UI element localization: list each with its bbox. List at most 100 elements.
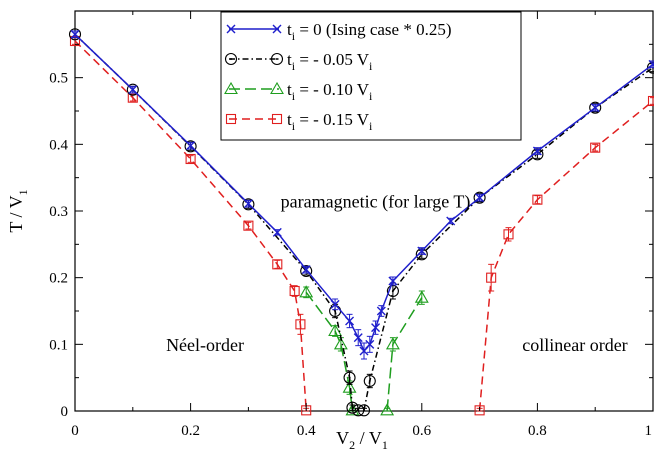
marker-circle bbox=[589, 101, 602, 114]
marker-square bbox=[503, 229, 514, 240]
legend-label-t: t bbox=[287, 50, 292, 69]
data-point bbox=[648, 59, 654, 69]
marker-triangle bbox=[414, 290, 429, 303]
series-0 bbox=[70, 29, 654, 360]
marker-circle bbox=[68, 28, 82, 41]
marker-triangle bbox=[270, 81, 284, 95]
data-point bbox=[343, 371, 356, 384]
data-point bbox=[385, 337, 400, 350]
legend-label-rest: = - 0.15 V bbox=[295, 110, 370, 129]
y-tick-label: 0 bbox=[61, 404, 69, 420]
data-point bbox=[342, 380, 357, 393]
legend-label-vsub: i bbox=[369, 89, 373, 103]
marker-x bbox=[243, 199, 253, 209]
x-axis-label-sub2: 1 bbox=[382, 438, 388, 452]
data-point bbox=[272, 259, 283, 270]
marker-square bbox=[271, 113, 283, 125]
marker-x bbox=[532, 146, 542, 156]
data-point bbox=[243, 199, 253, 209]
marker-triangle bbox=[342, 380, 357, 393]
x-axis-label: V2 / V1 bbox=[336, 428, 388, 452]
legend-label: ti = - 0.15 Vi bbox=[287, 110, 373, 133]
data-point bbox=[414, 290, 429, 303]
y-tick-label: 0.4 bbox=[49, 137, 68, 153]
x-tick-label: 0.2 bbox=[181, 423, 200, 439]
legend-label-vsub: i bbox=[369, 59, 373, 73]
data-point bbox=[388, 276, 398, 286]
marker-x bbox=[70, 29, 80, 39]
marker-x bbox=[353, 333, 363, 343]
y-axis-label-main: T / V bbox=[6, 195, 26, 232]
data-point bbox=[225, 113, 237, 125]
data-point bbox=[503, 229, 514, 240]
marker-x bbox=[345, 316, 355, 326]
data-point bbox=[365, 339, 375, 349]
marker-square bbox=[272, 259, 283, 270]
x-tick-label: 1 bbox=[645, 423, 653, 439]
legend-label-t: t bbox=[287, 80, 292, 99]
data-point bbox=[270, 52, 284, 66]
marker-dot bbox=[348, 376, 351, 379]
marker-dot bbox=[391, 290, 394, 292]
marker-x bbox=[475, 193, 485, 203]
marker-circle bbox=[184, 140, 197, 153]
marker-square bbox=[295, 319, 306, 330]
legend: ti = 0 (Ising case * 0.25)ti = - 0.05 Vi… bbox=[220, 11, 522, 141]
x-axis-label-sub1: 2 bbox=[349, 438, 355, 452]
legend-label-rest: = - 0.10 V bbox=[295, 80, 370, 99]
data-point bbox=[590, 142, 601, 153]
marker-dot bbox=[334, 310, 337, 312]
marker-square bbox=[486, 272, 497, 283]
x-tick-label: 0.4 bbox=[297, 423, 316, 439]
annotations: paramagnetic (for large T) Néel-order coll… bbox=[166, 192, 628, 355]
marker-x bbox=[417, 246, 427, 256]
data-point bbox=[226, 24, 236, 34]
data-point bbox=[186, 141, 196, 151]
legend-label-sub: i bbox=[292, 89, 296, 103]
series-3 bbox=[69, 35, 654, 416]
legend-item-0: ti = 0 (Ising case * 0.25) bbox=[226, 20, 452, 43]
marker-x bbox=[365, 339, 375, 349]
marker-triangle bbox=[224, 81, 238, 95]
data-point bbox=[353, 333, 363, 343]
x-tick-label: 0.8 bbox=[528, 423, 547, 439]
marker-x bbox=[376, 306, 386, 316]
marker-x bbox=[388, 276, 398, 286]
marker-x bbox=[301, 265, 311, 275]
marker-square bbox=[590, 142, 601, 153]
series-layer bbox=[68, 28, 654, 417]
marker-circle bbox=[346, 401, 359, 414]
data-point bbox=[590, 103, 600, 113]
data-point bbox=[647, 95, 654, 107]
marker-circle bbox=[300, 264, 313, 278]
legend-label-sub: i bbox=[292, 59, 296, 73]
data-point bbox=[475, 193, 485, 203]
legend-label-sub: i bbox=[292, 119, 296, 133]
series-line bbox=[363, 67, 654, 411]
series-2 bbox=[299, 285, 429, 416]
marker-circle bbox=[357, 404, 371, 417]
x-tick-label: 0 bbox=[71, 423, 79, 439]
marker-x bbox=[590, 103, 600, 113]
data-point bbox=[333, 337, 348, 350]
marker-circle bbox=[126, 83, 139, 96]
data-point bbox=[289, 285, 300, 297]
data-point bbox=[345, 316, 355, 326]
data-point bbox=[532, 146, 542, 156]
legend-label: ti = - 0.10 Vi bbox=[287, 80, 373, 103]
legend-label-t: t bbox=[287, 110, 292, 129]
legend-label-t: t bbox=[287, 20, 292, 39]
legend-item-1: ti = - 0.05 Vi bbox=[224, 50, 373, 73]
data-point bbox=[271, 113, 283, 125]
marker-x bbox=[446, 216, 456, 226]
legend-label-rest: = 0 (Ising case * 0.25) bbox=[295, 20, 451, 39]
marker-triangle bbox=[333, 337, 348, 350]
data-point bbox=[371, 323, 381, 333]
plot-area: 0 0.2 0.4 0.6 0.8 1 0 0.1 0.2 0.3 0.4 0.5 bbox=[49, 10, 654, 439]
marker-circle bbox=[343, 371, 356, 384]
series-line bbox=[478, 100, 654, 411]
y-axis-label-sub: 1 bbox=[16, 189, 30, 195]
annotation-label: paramagnetic (for large T) bbox=[281, 192, 471, 213]
marker-circle bbox=[270, 52, 284, 66]
